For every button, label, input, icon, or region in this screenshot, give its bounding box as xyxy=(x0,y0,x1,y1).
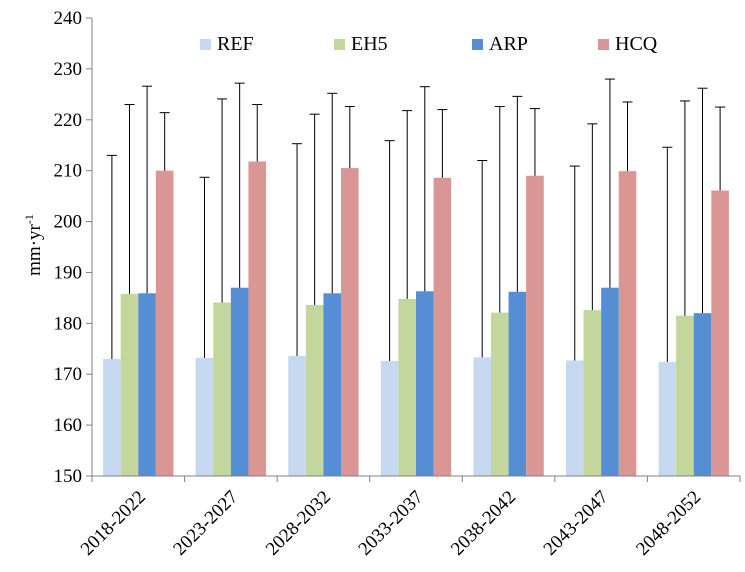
bar-ref xyxy=(380,360,399,476)
bar-hcq xyxy=(248,161,267,477)
x-tick-label: 2028-2032 xyxy=(262,487,335,560)
y-tick-label: 210 xyxy=(54,161,83,182)
bar-hcq xyxy=(711,190,729,476)
legend-label-hcq: HCQ xyxy=(615,33,658,55)
legend-label-arp: ARP xyxy=(489,33,528,55)
y-tick-label: 170 xyxy=(54,364,83,385)
bar-eh5 xyxy=(583,310,602,476)
bar-arp xyxy=(230,287,249,476)
legend-label-eh5: EH5 xyxy=(351,33,388,55)
y-tick-label: 230 xyxy=(54,59,83,80)
x-tick-label: 2038-2042 xyxy=(447,487,520,560)
y-tick-label: 190 xyxy=(54,262,83,283)
bar-eh5 xyxy=(213,302,231,476)
bar-eh5 xyxy=(305,305,324,476)
x-tick-label: 2023-2027 xyxy=(169,487,242,560)
legend-swatch-ref xyxy=(200,39,211,50)
bar-arp xyxy=(138,293,156,476)
bar-ref xyxy=(195,357,214,476)
bar-hcq xyxy=(155,170,174,476)
y-tick-label: 220 xyxy=(54,110,83,131)
bar-eh5 xyxy=(120,293,139,476)
legend-swatch-arp xyxy=(472,39,483,50)
legend: REF EH5 ARP HCQ xyxy=(200,33,658,55)
bar-ref xyxy=(658,362,677,476)
x-tick-label: 2033-2037 xyxy=(354,487,427,560)
bar-arp xyxy=(601,287,619,476)
bar-ref xyxy=(103,358,121,476)
bar-ref xyxy=(288,355,306,476)
bar-hcq xyxy=(341,168,359,476)
y-axis-label: mm·yr-1 xyxy=(22,214,45,276)
y-axis-label-base: mm·yr xyxy=(24,223,45,275)
bar-hcq xyxy=(618,171,637,477)
legend-label-ref: REF xyxy=(217,33,254,55)
bar-arp xyxy=(323,293,342,476)
y-axis-label-superscript: -1 xyxy=(22,214,36,224)
y-tick-label: 240 xyxy=(54,8,83,29)
x-tick-label: 2018-2022 xyxy=(77,487,150,560)
bar-arp xyxy=(508,291,527,476)
bar-ref xyxy=(473,357,491,476)
legend-swatch-eh5 xyxy=(334,39,345,50)
bar-arp xyxy=(416,291,434,476)
x-tick-label: 2043-2047 xyxy=(540,487,613,560)
error-bars xyxy=(106,78,726,363)
y-tick-label: 200 xyxy=(54,212,83,233)
bar-ref xyxy=(565,360,584,476)
bars xyxy=(103,161,729,477)
bar-eh5 xyxy=(490,312,509,476)
x-tick-label: 2048-2052 xyxy=(632,487,705,560)
bar-hcq xyxy=(526,175,544,476)
legend-swatch-hcq xyxy=(598,39,609,50)
bar-eh5 xyxy=(398,298,416,476)
y-tick-label: 180 xyxy=(54,313,83,334)
y-tick-label: 150 xyxy=(54,466,83,487)
bar-eh5 xyxy=(676,315,694,476)
y-tick-label: 160 xyxy=(54,415,83,436)
bar-hcq xyxy=(433,177,452,476)
bar-arp xyxy=(693,313,712,476)
